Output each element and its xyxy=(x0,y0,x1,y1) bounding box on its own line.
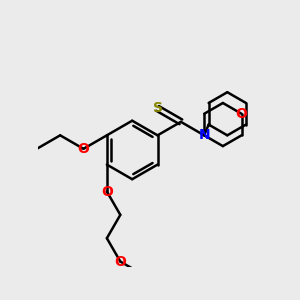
Text: O: O xyxy=(78,142,89,156)
Text: S: S xyxy=(152,101,163,116)
Text: O: O xyxy=(114,255,126,268)
Text: O: O xyxy=(236,107,247,121)
Text: O: O xyxy=(101,184,113,199)
Text: N: N xyxy=(198,128,210,142)
